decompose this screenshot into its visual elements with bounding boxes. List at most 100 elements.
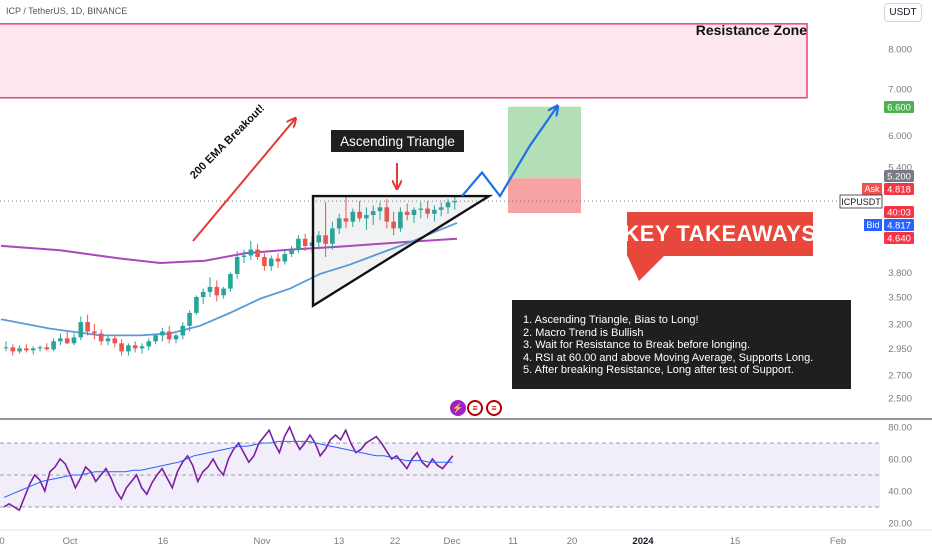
symbol-title: ICP / TetherUS, 1D, BINANCE [6,6,128,16]
candle [275,253,281,268]
price-badge [884,219,914,231]
price-badge-text: 6.600 [887,103,911,114]
candle [98,329,104,346]
time-tick: Feb [830,536,846,547]
currency-button[interactable]: USDT [884,3,922,22]
candle [255,243,260,260]
projection-path [461,107,557,199]
candle [78,316,84,341]
target-zone [508,106,581,179]
time-tick: 16 [158,536,169,547]
candle-body [282,253,288,262]
candle [3,341,9,352]
ask-tag [862,183,882,195]
note-line: 1. Ascending Triangle, Bias to Long! [523,314,699,326]
candle-body [370,211,376,216]
stop-zone [508,178,581,213]
candle-body [207,286,213,292]
key-takeaways-tail [627,255,665,281]
candle [438,202,444,217]
candle-body [139,346,145,349]
candle-body [432,209,437,214]
candle [452,196,458,210]
time-tick: 0 [0,536,5,547]
rsi-ma-line [3,440,453,498]
candle-body [119,343,124,352]
candle-body [289,249,294,254]
candle-body [425,208,430,214]
time-tick: 2024 [632,536,654,547]
candle [51,338,56,352]
flag-icon[interactable]: ≡ [467,400,483,416]
candle [194,295,199,315]
candle-body [30,348,36,351]
candle-body [248,249,254,256]
axes: 8.000 7.000 6.000 5.400 3.800 3.500 3.200 2.950… [0,45,914,547]
price-tick: 2.950 [888,344,912,355]
candle [200,288,206,304]
price-badge-text: 4.817 [887,221,911,232]
candle-body [126,345,131,352]
candle-body [173,335,179,340]
candle [323,202,328,257]
candle [398,207,403,232]
candle-body [228,273,233,289]
candle [384,199,390,229]
candle-body [404,211,410,216]
candle-body [357,211,362,219]
price-tick: 6.000 [888,131,912,142]
time-tick: 15 [730,536,741,547]
candle-body [92,331,97,334]
candle [316,231,322,250]
ascending-triangle [311,194,494,308]
price-badge-text: 40:03 [887,208,911,219]
candle [262,253,267,271]
rsi-tick: 60.00 [888,455,912,466]
symbol-tag-text: ICPUSDT [841,197,881,207]
candle-body [58,338,63,342]
candle [391,211,396,236]
candle-body [3,347,9,349]
candle-body [452,201,458,203]
price-badge [884,183,914,195]
candle-body [384,207,390,222]
candle [282,251,288,265]
candle [160,327,165,342]
candle [119,339,124,356]
resistance-zone-box [0,23,808,99]
price-tick: 8.000 [888,45,912,56]
drawings [192,107,557,308]
candle-body [37,347,43,349]
candle [350,208,356,228]
candle-body [194,297,199,313]
candle [411,207,417,223]
candle-body [438,207,444,210]
candle [187,310,192,332]
price-badge [884,170,914,182]
price-tick: 3.500 [888,293,912,304]
rsi-tick: 40.00 [888,487,912,498]
candle [146,338,152,351]
candle [30,346,36,355]
candle [92,323,97,340]
price-tick: 5.400 [888,162,912,173]
candle [330,221,335,250]
candle-body [262,256,267,267]
candle [214,280,220,302]
candle [166,325,172,344]
lightning-icon[interactable]: ⚡ [450,400,466,416]
candle [221,286,226,299]
candle-body [268,258,274,267]
candle [445,199,451,214]
candle-body [180,325,186,336]
candle-body [445,202,451,208]
time-tick: Oct [63,536,78,547]
candle-body [105,338,111,342]
rsi-panel [0,425,880,512]
flag-icon[interactable]: ≡ [486,400,502,416]
candle-body [377,207,383,212]
candle-body [391,221,396,229]
price-badge-text: 4.818 [887,185,911,196]
price-tick: 3.200 [888,319,912,330]
